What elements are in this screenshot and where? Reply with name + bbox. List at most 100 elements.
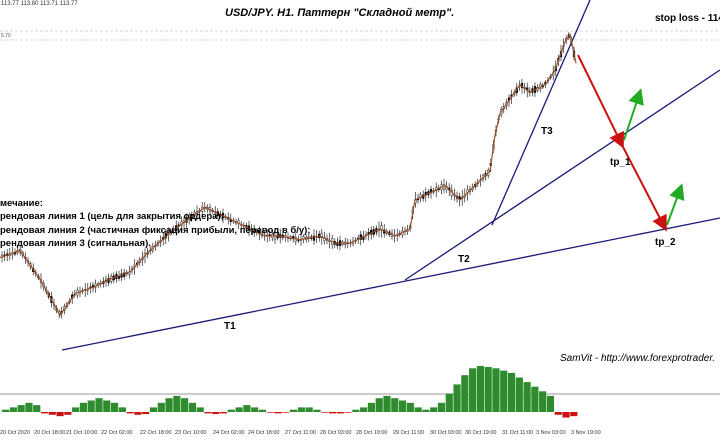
x-tick-label: 23 Oct 10:00 xyxy=(175,430,207,436)
histogram-bar xyxy=(212,412,220,415)
histogram-bar xyxy=(321,412,329,413)
histogram-bar xyxy=(531,386,539,412)
histogram-bar xyxy=(235,407,243,412)
label-t3: T3 xyxy=(541,126,553,137)
histogram-bar xyxy=(367,402,376,412)
x-tick-label: 24 Oct 18:00 xyxy=(248,430,280,436)
histogram-bar xyxy=(406,402,414,412)
histogram-bar xyxy=(79,402,88,412)
notes-block: мечание: рендовая линия 1 (цель для закр… xyxy=(0,197,310,250)
histogram-bar xyxy=(445,393,453,412)
notes-heading: мечание: xyxy=(0,198,43,209)
notes-line-3: рендовая линия 3 (сигнальная). xyxy=(0,237,151,249)
histogram-bar xyxy=(282,412,290,413)
histogram-bar xyxy=(33,405,41,412)
up-arrow-at-tp2 xyxy=(666,183,685,226)
histogram-bar xyxy=(2,409,10,412)
x-tick-label: 3 Nov 03:00 xyxy=(536,430,566,436)
histogram-bar xyxy=(251,407,259,412)
histogram-bar xyxy=(437,402,446,412)
histogram-bar xyxy=(453,384,461,412)
histogram-bar xyxy=(398,400,407,412)
histogram-bar xyxy=(539,391,547,412)
x-tick-label: 27 Oct 11:00 xyxy=(285,430,317,436)
histogram-bar xyxy=(352,409,360,412)
histogram-bar xyxy=(149,407,158,412)
label-tp2: tp_2 xyxy=(655,237,676,248)
histogram-bar xyxy=(196,407,204,412)
up-arrow-at-tp1 xyxy=(623,88,644,141)
candle-body xyxy=(312,235,316,241)
histogram-bar xyxy=(461,375,469,412)
histogram-bar xyxy=(25,402,33,412)
histogram-bar xyxy=(227,409,235,412)
histogram-bar xyxy=(391,398,399,412)
label-tp1: tp_1 xyxy=(610,157,631,168)
x-tick-label: 30 Oct 19:00 xyxy=(465,430,497,436)
histogram-bar xyxy=(554,412,562,415)
histogram-bar xyxy=(484,366,492,412)
histogram-bar xyxy=(126,412,134,414)
zigzag-line xyxy=(0,32,577,317)
histogram-bar xyxy=(118,407,126,412)
histogram-bar xyxy=(142,412,150,415)
label-t1: T1 xyxy=(224,321,236,332)
histogram-bar xyxy=(344,412,352,413)
candle-body xyxy=(320,233,323,238)
histogram-bar xyxy=(500,370,508,412)
trendline-2 xyxy=(404,69,720,281)
histogram-bar xyxy=(72,407,80,412)
histogram-bar xyxy=(95,398,103,412)
x-tick-label: 22 Oct 02:00 xyxy=(101,430,133,436)
histogram-bar xyxy=(476,366,484,412)
histogram-bar xyxy=(523,382,531,412)
x-tick-label: 29 Oct 11:00 xyxy=(393,430,425,436)
histogram-bar xyxy=(469,368,477,412)
notes-line-2: рендовая линия 2 (частичная фиксация при… xyxy=(0,224,311,236)
x-tick-label: 24 Oct 02:00 xyxy=(213,430,245,436)
histogram-bar xyxy=(422,409,430,412)
notes-line-1: рендовая линия 1 (цель для закрытия орде… xyxy=(0,211,224,223)
histogram-bar xyxy=(165,398,173,412)
histogram-bar xyxy=(507,372,516,412)
histogram-bar xyxy=(313,409,321,412)
histogram-bar xyxy=(375,398,383,412)
x-tick-label: 3 Nov 19:00 xyxy=(571,430,601,436)
histogram-bar xyxy=(570,412,578,417)
down-arrow-to-tp1 xyxy=(577,54,624,149)
histogram-bar xyxy=(157,402,165,412)
histogram-bar xyxy=(40,412,49,414)
x-tick-label: 21 Oct 10:00 xyxy=(66,430,98,436)
histogram-bar xyxy=(383,395,391,412)
histogram-bar xyxy=(430,407,438,412)
histogram-bar xyxy=(328,412,337,414)
histogram-bar xyxy=(336,412,344,414)
histogram-bar xyxy=(173,395,181,412)
chart-title: USD/JPY. H1. Паттерн "Складной метр". xyxy=(225,7,455,19)
x-tick-label: 20 Oct 18:00 xyxy=(34,430,66,436)
histogram-bar xyxy=(87,400,95,412)
histogram-bar xyxy=(297,407,305,412)
histogram-bar xyxy=(492,368,500,412)
x-tick-label: 31 Oct 11:00 xyxy=(502,430,534,436)
ohlc-readout: 113.77 113.80 113.71 113.77 xyxy=(1,1,78,7)
x-tick-label: 28 Oct 19:00 xyxy=(356,430,388,436)
oscillator-histogram xyxy=(2,366,578,418)
x-tick-label: 20 Oct 2020 xyxy=(0,430,30,436)
trendline-3 xyxy=(491,0,591,226)
histogram-bar xyxy=(134,412,142,415)
candle-body xyxy=(336,242,339,246)
histogram-bar xyxy=(274,412,282,414)
stop-loss-label: stop loss - 114. xyxy=(655,13,720,24)
histogram-bar xyxy=(48,412,56,415)
histogram-bar xyxy=(9,407,17,412)
price-tag: 5.70 xyxy=(1,33,11,39)
x-tick-label: 30 Oct 03:00 xyxy=(430,430,462,436)
x-tick-label: 22 Oct 18:00 xyxy=(140,430,172,436)
candlestick-series xyxy=(0,32,576,319)
histogram-bar xyxy=(181,398,189,412)
histogram-bar xyxy=(103,400,111,412)
histogram-bar xyxy=(56,412,64,417)
histogram-bar xyxy=(17,405,25,412)
